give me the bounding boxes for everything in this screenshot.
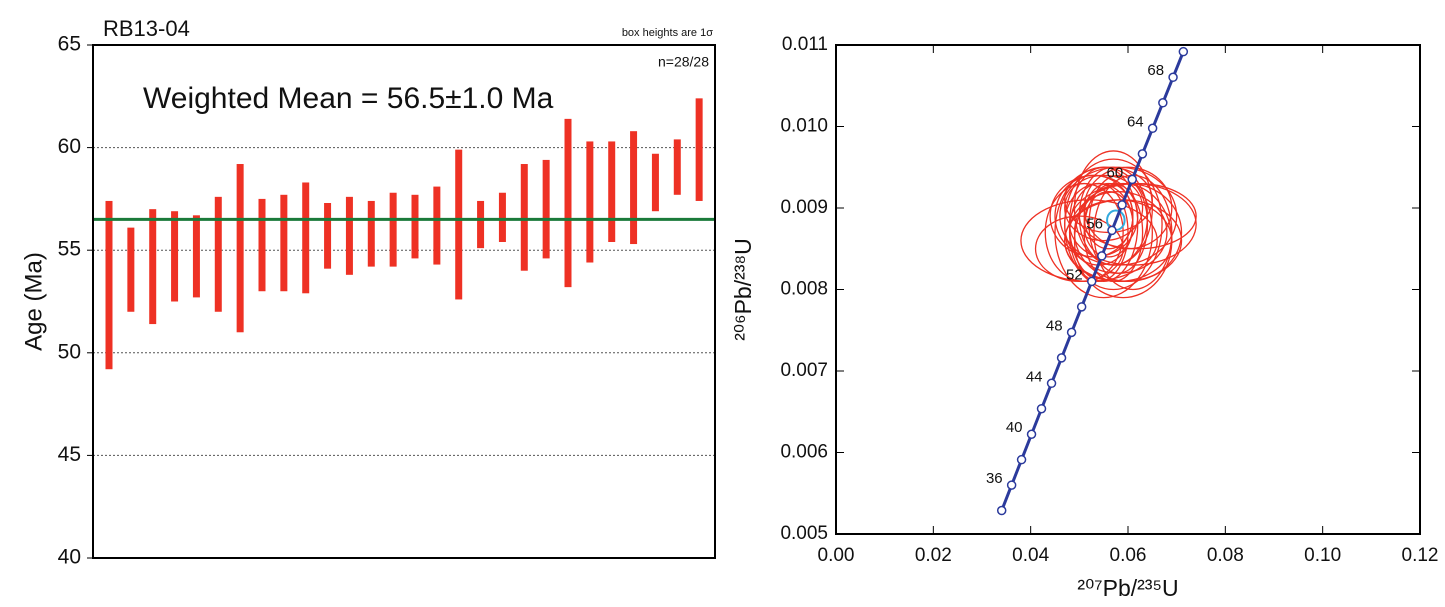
error-box: [586, 141, 594, 263]
age-marker: [1066, 327, 1077, 338]
age-marker: [1178, 46, 1189, 57]
y-tick-label: 60: [58, 135, 81, 158]
y-tick-label: 65: [58, 33, 81, 56]
error-box: [171, 211, 179, 302]
y-tick-label: 0.011: [782, 34, 828, 55]
age-marker: [1137, 149, 1148, 159]
count-label: n=28/28: [658, 54, 709, 70]
age-marker: [1117, 200, 1127, 210]
age-marker: [996, 505, 1007, 516]
error-ellipse: [1078, 166, 1149, 266]
age-marker: [1127, 174, 1137, 185]
error-box: [214, 196, 222, 312]
error-box: [236, 164, 244, 333]
y-tick-label: 0.005: [780, 523, 828, 544]
error-box: [498, 192, 506, 242]
age-marker: [1046, 378, 1057, 389]
error-ellipse: [1064, 158, 1163, 291]
y-tick-label: 0.009: [780, 197, 828, 218]
x-tick-label: 0.12: [1402, 545, 1439, 566]
y-tick-label: 45: [58, 443, 81, 466]
error-box: [411, 194, 419, 259]
y-tick-label: 50: [58, 340, 81, 363]
error-box: [542, 159, 550, 259]
age-marker: [1056, 353, 1067, 363]
age-marker: [1026, 429, 1037, 439]
error-box: [651, 153, 659, 212]
y-tick-label: 0.007: [780, 360, 828, 381]
age-marker: [1158, 98, 1168, 108]
error-ellipse: [1083, 166, 1173, 250]
age-marker: [1097, 251, 1107, 261]
error-box: [695, 98, 703, 201]
age-marker: [1036, 403, 1047, 414]
x-tick-label: 0.08: [1207, 545, 1244, 566]
x-axis-label: ²⁰⁷Pb/²³⁵U: [1077, 575, 1178, 601]
error-box: [367, 200, 375, 267]
y-tick-label: 55: [58, 238, 81, 261]
y-tick-label: 0.006: [780, 442, 828, 463]
age-label: 64: [1127, 113, 1144, 130]
note: box heights are 1σ: [622, 27, 713, 39]
error-box: [520, 164, 528, 271]
error-ellipse: [1064, 174, 1144, 242]
error-box: [345, 196, 353, 275]
age-label: 40: [1006, 419, 1023, 436]
error-box: [433, 186, 441, 265]
y-axis-label: Age (Ma): [20, 252, 47, 351]
plot-frame: [835, 44, 1421, 535]
x-tick-label: 0.04: [1012, 545, 1049, 566]
error-box: [455, 149, 463, 300]
error-box: [258, 198, 266, 292]
error-box: [105, 200, 113, 370]
age-marker: [1016, 454, 1027, 465]
age-marker: [1147, 123, 1158, 134]
y-axis-label: ²⁰⁶Pb/²³⁸U: [730, 238, 756, 341]
error-box: [280, 194, 288, 292]
x-tick-label: 0.00: [818, 545, 855, 566]
error-ellipse: [1083, 182, 1134, 250]
error-box: [477, 200, 485, 249]
age-marker: [1006, 480, 1017, 490]
age-label: 56: [1086, 215, 1103, 232]
error-box: [389, 192, 397, 267]
y-tick-label: 40: [58, 546, 81, 569]
age-label: 60: [1107, 164, 1124, 181]
age-label: 52: [1066, 266, 1083, 283]
age-label: 68: [1147, 62, 1164, 79]
plot-frame: [92, 44, 716, 559]
x-tick-label: 0.02: [915, 545, 952, 566]
annotation: Weighted Mean = 56.5±1.0 Ma: [143, 82, 554, 115]
x-tick-label: 0.06: [1110, 545, 1147, 566]
error-box: [564, 118, 572, 288]
error-box: [324, 203, 332, 269]
x-tick-label: 0.10: [1304, 545, 1341, 566]
error-box: [149, 209, 157, 325]
age-label: 48: [1046, 317, 1063, 334]
error-box: [127, 227, 135, 312]
error-box: [192, 215, 200, 298]
age-marker: [1107, 225, 1117, 236]
age-label: 44: [1026, 368, 1043, 385]
age-marker: [1076, 302, 1087, 312]
error-box: [608, 141, 616, 242]
error-ellipse: [1044, 182, 1124, 282]
y-tick-label: 0.010: [780, 116, 828, 137]
age-marker: [1168, 72, 1178, 83]
age-label: 36: [986, 470, 1003, 487]
age-marker: [1086, 276, 1097, 287]
error-ellipse: [1068, 191, 1168, 274]
error-ellipse: [1083, 191, 1134, 258]
error-box: [630, 131, 638, 245]
error-box: [302, 182, 310, 294]
chart-title: RB13-04: [103, 16, 190, 41]
error-box: [673, 139, 681, 195]
y-tick-label: 0.008: [780, 279, 828, 300]
